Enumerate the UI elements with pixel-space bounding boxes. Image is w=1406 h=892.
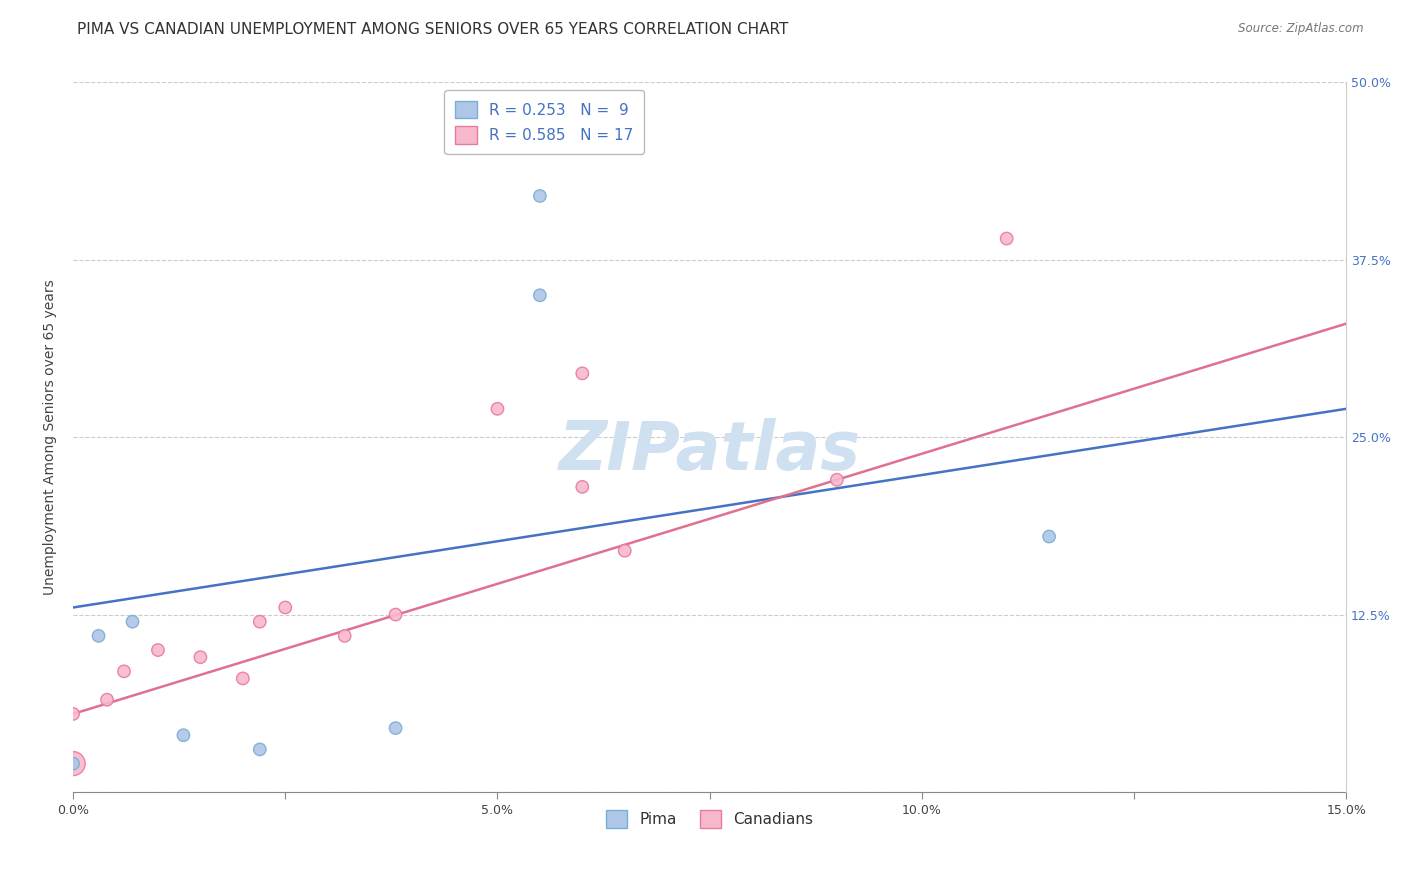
Point	[232, 672, 254, 686]
Point	[62, 706, 84, 721]
Point	[529, 288, 551, 302]
Point	[384, 607, 406, 622]
Legend: Pima, Canadians: Pima, Canadians	[600, 804, 820, 834]
Point	[529, 189, 551, 203]
Point	[172, 728, 194, 742]
Point	[249, 742, 271, 756]
Point	[87, 629, 110, 643]
Point	[995, 231, 1018, 245]
Point	[571, 367, 593, 381]
Point	[190, 650, 212, 665]
Point	[121, 615, 143, 629]
Point	[825, 473, 848, 487]
Text: PIMA VS CANADIAN UNEMPLOYMENT AMONG SENIORS OVER 65 YEARS CORRELATION CHART: PIMA VS CANADIAN UNEMPLOYMENT AMONG SENI…	[77, 22, 789, 37]
Point	[333, 629, 356, 643]
Point	[96, 692, 118, 706]
Point	[274, 600, 297, 615]
Text: ZIPatlas: ZIPatlas	[558, 418, 860, 484]
Point	[1038, 529, 1060, 543]
Text: Source: ZipAtlas.com: Source: ZipAtlas.com	[1239, 22, 1364, 36]
Point	[613, 543, 636, 558]
Point	[249, 615, 271, 629]
Point	[112, 665, 135, 679]
Point	[62, 756, 84, 771]
Y-axis label: Unemployment Among Seniors over 65 years: Unemployment Among Seniors over 65 years	[44, 279, 58, 595]
Point	[571, 480, 593, 494]
Point	[384, 721, 406, 735]
Point	[486, 401, 509, 416]
Point	[62, 756, 84, 771]
Point	[146, 643, 169, 657]
